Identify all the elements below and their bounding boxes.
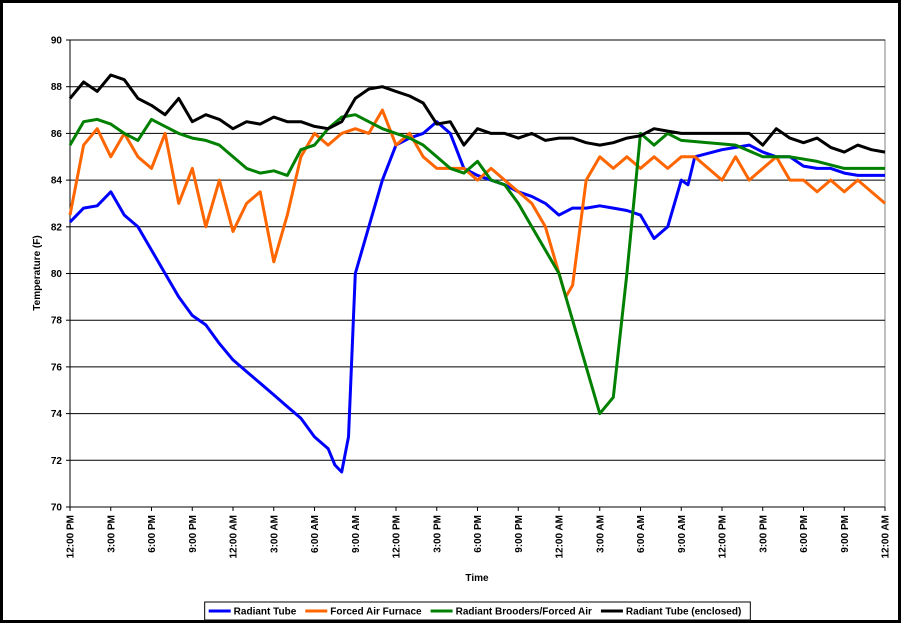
series-line <box>68 120 885 474</box>
x-tick-label: 12:00 PM <box>392 515 403 558</box>
y-tick-label: 84 <box>51 176 63 187</box>
series-line <box>68 113 885 416</box>
x-tick-label: 6:00 PM <box>473 515 484 553</box>
x-axis-label: Time <box>465 573 489 584</box>
y-tick-label: 80 <box>51 269 63 280</box>
legend-box <box>204 601 751 621</box>
x-tick-label: 9:00 AM <box>351 515 362 553</box>
x-tick-label: 12:00 AM <box>881 515 892 559</box>
x-tick-label: 12:00 AM <box>555 515 566 559</box>
y-tick-label: 72 <box>51 456 63 467</box>
legend-label: Radiant Brooders/Forced Air <box>456 607 592 618</box>
x-tick-label: 9:00 PM <box>514 515 525 553</box>
y-tick-label: 78 <box>51 316 63 327</box>
y-tick-label: 76 <box>51 362 63 373</box>
x-tick-label: 3:00 AM <box>269 515 280 553</box>
x-tick-label: 6:00 AM <box>636 515 647 553</box>
series-line <box>68 108 886 299</box>
legend: Radiant Tube Forced Air Furnace Radiant Br… <box>204 601 751 621</box>
y-tick-label: 86 <box>51 129 63 140</box>
x-tick-label: 12:00 AM <box>229 515 240 559</box>
y-tick-label: 70 <box>51 503 63 514</box>
legend-label: Forced Air Furnace <box>330 607 422 618</box>
x-tick-label: 9:00 PM <box>188 515 199 553</box>
legend-label: Radiant Tube <box>234 607 297 618</box>
x-tick-label: 9:00 AM <box>677 515 688 553</box>
x-tick-label: 3:00 PM <box>432 515 443 553</box>
x-tick-label: 3:00 AM <box>595 515 606 553</box>
x-tick-label: 3:00 PM <box>106 515 117 553</box>
y-tick-label: 74 <box>51 409 63 420</box>
x-tick-label: 6:00 AM <box>310 515 321 553</box>
y-tick-label: 82 <box>51 222 63 233</box>
legend-label: Radiant Tube (enclosed) <box>626 607 741 618</box>
x-tick-label: 6:00 PM <box>799 515 810 553</box>
y-tick-label: 88 <box>51 82 63 93</box>
y-axis-label: Temperature (F) <box>32 235 43 310</box>
y-tick-label: 90 <box>51 36 63 47</box>
x-tick-label: 12:00 PM <box>718 515 729 558</box>
series-line <box>68 73 886 154</box>
x-tick-label: 12:00 PM <box>66 515 77 558</box>
x-tick-label: 6:00 PM <box>147 515 158 553</box>
x-tick-label: 9:00 PM <box>840 515 851 553</box>
x-tick-label: 3:00 PM <box>758 515 769 553</box>
